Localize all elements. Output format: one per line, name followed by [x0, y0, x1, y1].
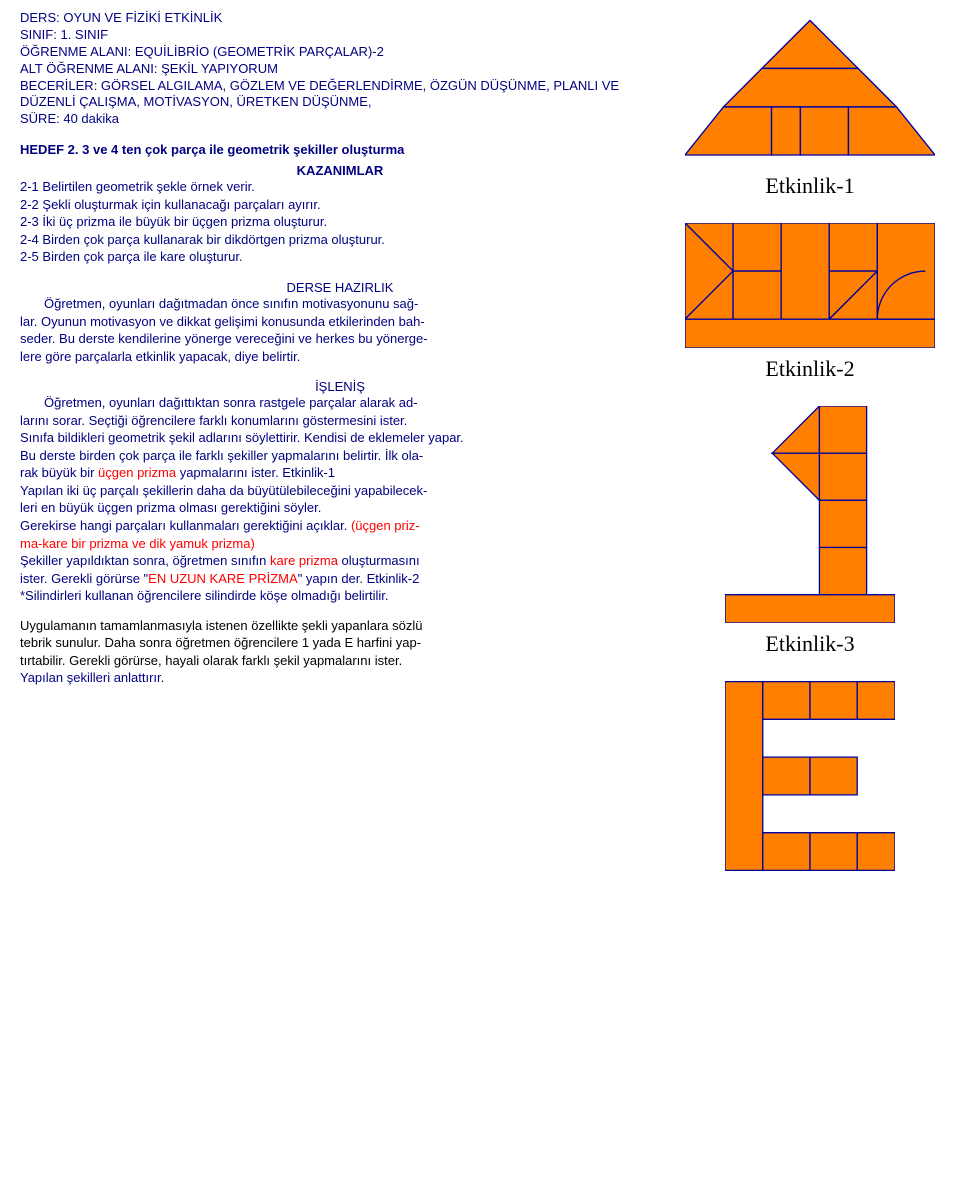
kazanim-item: 2-5 Birden çok parça ile kare oluşturur.	[20, 248, 660, 266]
kazanimlar-list: 2-1 Belirtilen geometrik şekle örnek ver…	[20, 178, 660, 266]
text-line: Gerekirse hangi parçaları kullanmaları g…	[20, 517, 660, 535]
text-line: Uygulamanın tamamlanmasıyla istenen özel…	[20, 617, 660, 635]
page-root: DERS: OYUN VE FİZİKİ ETKİNLİK SINIF: 1. …	[20, 10, 940, 871]
kazanim-item: 2-2 Şekli oluşturmak için kullanacağı pa…	[20, 196, 660, 214]
islenis-body: Öğretmen, oyunları dağıttıktan sonra ras…	[20, 394, 660, 687]
figure-caption: Etkinlik-1	[765, 173, 854, 199]
right-column: Etkinlik-1 Etkinlik-2 Etkinlik-3	[680, 10, 940, 871]
text-line: seder. Bu derste kendilerine yönerge ver…	[20, 330, 660, 348]
letter-e-tangram-icon	[725, 681, 895, 871]
header-block: DERS: OYUN VE FİZİKİ ETKİNLİK SINIF: 1. …	[20, 10, 660, 128]
figure-etkinlik-2	[685, 223, 935, 348]
text-line: tebrik sunulur. Daha sonra öğretmen öğre…	[20, 634, 660, 652]
triangle-tangram-icon	[685, 20, 935, 165]
header-line-sure: SÜRE: 40 dakika	[20, 111, 660, 128]
hedef-line: HEDEF 2. 3 ve 4 ten çok parça ile geomet…	[20, 142, 660, 157]
text-line: lere göre parçalarla etkinlik yapacak, d…	[20, 348, 660, 366]
text-line: Öğretmen, oyunları dağıttıktan sonra ras…	[20, 394, 660, 412]
figure-etkinlik-3	[725, 406, 895, 623]
left-column: DERS: OYUN VE FİZİKİ ETKİNLİK SINIF: 1. …	[20, 10, 660, 871]
text-line: rak büyük bir üçgen prizma yapmalarını i…	[20, 464, 660, 482]
rectangle-tangram-icon	[685, 223, 935, 348]
text-line: *Silindirleri kullanan öğrencilere silin…	[20, 587, 660, 605]
text-line: ister. Gerekli görürse "EN UZUN KARE PRİ…	[20, 570, 660, 588]
text-line: Öğretmen, oyunları dağıtmadan önce sınıf…	[20, 295, 660, 313]
kazanim-item: 2-3 İki üç prizma ile büyük bir üçgen pr…	[20, 213, 660, 231]
text-line: Yapılan şekilleri anlattırır.	[20, 669, 660, 687]
islenis-heading: İŞLENİŞ	[20, 379, 660, 394]
text-line: ma-kare bir prizma ve dik yamuk prizma)	[20, 535, 660, 553]
header-line-alt: ALT ÖĞRENME ALANI: ŞEKİL YAPIYORUM	[20, 61, 660, 78]
text-line: Yapılan iki üç parçalı şekillerin daha d…	[20, 482, 660, 500]
figure-letter-e	[725, 681, 895, 871]
figure-caption: Etkinlik-2	[765, 356, 854, 382]
figure-caption: Etkinlik-3	[765, 631, 854, 657]
header-line-ders: DERS: OYUN VE FİZİKİ ETKİNLİK	[20, 10, 660, 27]
kazanim-item: 2-1 Belirtilen geometrik şekle örnek ver…	[20, 178, 660, 196]
header-line-ogrenme: ÖĞRENME ALANI: EQUİLİBRİO (GEOMETRİK PAR…	[20, 44, 660, 61]
text-line: lar. Oyunun motivasyon ve dikkat gelişim…	[20, 313, 660, 331]
figure-etkinlik-1	[685, 20, 935, 165]
kazanim-item: 2-4 Birden çok parça kullanarak bir dikd…	[20, 231, 660, 249]
derse-hazirlik-heading: DERSE HAZIRLIK	[20, 280, 660, 295]
header-line-beceriler: BECERİLER: GÖRSEL ALGILAMA, GÖZLEM VE DE…	[20, 78, 660, 112]
text-line: leri en büyük üçgen prizma olması gerekt…	[20, 499, 660, 517]
text-line: Şekiller yapıldıktan sonra, öğretmen sın…	[20, 552, 660, 570]
derse-hazirlik-body: Öğretmen, oyunları dağıtmadan önce sınıf…	[20, 295, 660, 365]
text-line: Sınıfa bildikleri geometrik şekil adları…	[20, 429, 660, 447]
digit-one-tangram-icon	[725, 406, 895, 623]
kazanimlar-heading: KAZANIMLAR	[20, 163, 660, 178]
text-line: tırtabilir. Gerekli görürse, hayali olar…	[20, 652, 660, 670]
header-line-sinif: SINIF: 1. SINIF	[20, 27, 660, 44]
text-line: Bu derste birden çok parça ile farklı şe…	[20, 447, 660, 465]
text-line: larını sorar. Seçtiği öğrencilere farklı…	[20, 412, 660, 430]
